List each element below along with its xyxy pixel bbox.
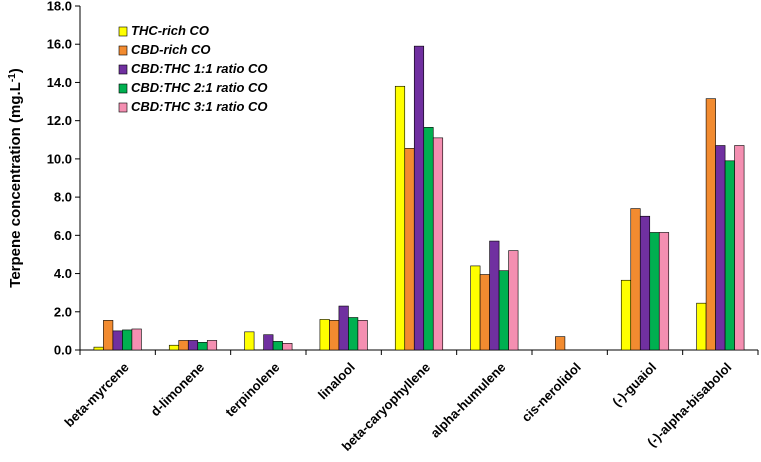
bar-linalool-series-2	[338, 305, 349, 351]
bar--alpha-bisabolol-series-4	[734, 145, 745, 351]
y-tick-label: 12.0	[47, 113, 72, 128]
bar-beta-caryophyllene-series-1	[404, 148, 415, 351]
legend-swatch	[118, 26, 128, 37]
bar-beta-myrcene-series-3	[122, 329, 133, 351]
bar-linalool-series-3	[348, 317, 359, 351]
bar-alpha-humulene-series-3	[498, 270, 509, 351]
bar-beta-myrcene-series-2	[112, 330, 123, 351]
bar--alpha-bisabolol-series-0	[696, 302, 707, 351]
y-axis-label: Terpene concentration (mg.L-1)	[7, 68, 25, 287]
bar-terpinolene-series-3	[272, 341, 283, 351]
x-category-label: cis-nerolidol	[519, 360, 584, 425]
x-category-label: alpha-humulene	[427, 360, 508, 441]
bar-beta-caryophyllene-series-4	[432, 137, 444, 351]
bar--alpha-bisabolol-series-3	[724, 160, 735, 351]
legend-label: CBD:THC 3:1 ratio CO	[131, 99, 268, 114]
bar-terpinolene-series-2	[263, 334, 274, 351]
bar-beta-myrcene-series-0	[93, 346, 104, 351]
y-tick-label: 8.0	[54, 190, 72, 205]
bar--alpha-bisabolol-series-2	[715, 145, 726, 351]
bar-d-limonene-series-3	[197, 342, 208, 351]
bar-d-limonene-series-4	[206, 340, 218, 351]
bar-d-limonene-series-0	[168, 344, 180, 351]
x-category-label: beta-myrcene	[61, 360, 131, 430]
legend-swatch	[118, 83, 128, 94]
bar--guaiol-series-0	[620, 279, 632, 351]
bar-cis-nerolidol-series-1	[555, 336, 566, 351]
bar-alpha-humulene-series-4	[508, 250, 519, 351]
y-tick-label: 16.0	[47, 37, 72, 52]
legend-swatch	[118, 64, 128, 75]
bar--guaiol-series-4	[658, 232, 670, 351]
bar-linalool-series-0	[319, 319, 330, 351]
bar-d-limonene-series-1	[178, 340, 189, 351]
x-category-label: linalool	[315, 360, 358, 403]
bar-alpha-humulene-series-1	[479, 274, 490, 351]
bar-linalool-series-4	[357, 320, 368, 351]
y-tick-label: 18.0	[47, 0, 72, 14]
legend: THC-rich CO CBD-rich CO CBD:THC 1:1 ratio …	[118, 23, 268, 114]
y-tick-label: 6.0	[54, 228, 72, 243]
x-category-label: terpinolene	[222, 360, 282, 420]
bar-beta-caryophyllene-series-3	[423, 127, 434, 351]
x-category-label: (-)-guaiol	[609, 360, 659, 410]
y-tick-label: 10.0	[47, 151, 72, 166]
x-category-label: d-limonene	[147, 360, 207, 420]
bar-linalool-series-1	[329, 320, 340, 351]
x-category-label: (-)-alpha-bisabolol	[644, 360, 734, 450]
legend-swatch	[118, 45, 128, 56]
bar-beta-caryophyllene-series-2	[413, 45, 425, 351]
legend-label: CBD:THC 1:1 ratio CO	[131, 61, 268, 76]
bar-terpinolene-series-4	[282, 343, 293, 351]
y-axis-label-text: Terpene concentration (mg.L-1)	[7, 68, 25, 287]
bar--guaiol-series-1	[630, 208, 641, 351]
y-tick-label: 14.0	[47, 75, 72, 90]
bar-d-limonene-series-2	[187, 340, 199, 351]
y-tick-label: 4.0	[54, 266, 72, 281]
y-tick-label: 2.0	[54, 304, 72, 319]
bar--guaiol-series-3	[649, 232, 660, 351]
bar-alpha-humulene-series-0	[470, 265, 481, 351]
bar-beta-myrcene-series-1	[103, 320, 114, 351]
y-tick-label: 0.0	[54, 343, 72, 358]
legend-label: CBD:THC 2:1 ratio CO	[131, 80, 268, 95]
legend-label: THC-rich CO	[131, 23, 209, 38]
legend-swatch	[118, 102, 128, 113]
bar-terpinolene-series-0	[244, 331, 255, 351]
bar--guaiol-series-2	[639, 215, 651, 351]
legend-label: CBD-rich CO	[131, 42, 210, 57]
bar-beta-myrcene-series-4	[131, 328, 142, 351]
bar-alpha-humulene-series-2	[489, 240, 500, 351]
bar-beta-caryophyllene-series-0	[394, 85, 406, 351]
bar--alpha-bisabolol-series-1	[705, 98, 716, 351]
